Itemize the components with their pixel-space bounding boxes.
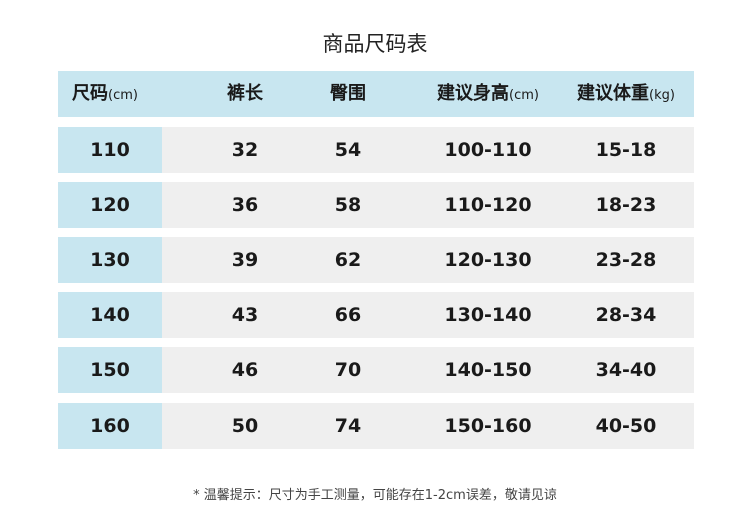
table-cell: 46 <box>231 359 259 381</box>
table-cell: 43 <box>231 304 259 326</box>
table-row: 120 36 58 110-120 18-23 <box>58 182 694 228</box>
table-cell: 70 <box>334 359 362 381</box>
table-cell: 15-18 <box>595 139 657 161</box>
header-unit: (kg) <box>649 88 675 103</box>
table-row: 140 43 66 130-140 28-34 <box>58 292 694 338</box>
table-cell: 120 <box>58 182 162 228</box>
header-unit: (cm) <box>509 88 539 103</box>
column-header: 建议体重(kg) <box>556 71 696 117</box>
table-cell: 150 <box>58 347 162 393</box>
table-cell: 50 <box>231 415 259 437</box>
header-label: 建议身高 <box>437 83 510 104</box>
table-cell: 34-40 <box>595 359 657 381</box>
table-cell: 62 <box>334 249 362 271</box>
column-header: 裤长 <box>195 71 295 117</box>
table-row: 130 39 62 120-130 23-28 <box>58 237 694 283</box>
table-cell: 74 <box>334 415 362 437</box>
table-cell: 140 <box>58 292 162 338</box>
table-cell: 66 <box>334 304 362 326</box>
page-title: 商品尺码表 <box>322 32 428 56</box>
table-cell: 28-34 <box>595 304 657 326</box>
table-cell: 120-130 <box>444 249 532 271</box>
header-label: 尺码 <box>72 83 108 104</box>
table-cell: 160 <box>58 403 162 449</box>
table-cell: 54 <box>334 139 362 161</box>
table-cell: 150-160 <box>444 415 532 437</box>
table-row: 150 46 70 140-150 34-40 <box>58 347 694 393</box>
table-cell: 18-23 <box>595 194 657 216</box>
table-cell: 100-110 <box>444 139 532 161</box>
table-cell: 36 <box>231 194 259 216</box>
table-header: 尺码(cm) 裤长 臀围 建议身高(cm) 建议体重(kg) <box>58 71 694 117</box>
table-cell: 110 <box>58 127 162 173</box>
table-cell: 58 <box>334 194 362 216</box>
size-note: * 温馨提示：尺寸为手工测量，可能存在1-2cm误差，敬请见谅 <box>193 488 557 503</box>
table-row: 160 50 74 150-160 40-50 <box>58 403 694 449</box>
header-label: 裤长 <box>227 83 263 104</box>
column-header: 尺码(cm) <box>58 71 192 117</box>
header-unit: (cm) <box>108 88 138 103</box>
table-cell: 40-50 <box>595 415 657 437</box>
column-header: 建议身高(cm) <box>418 71 558 117</box>
table-cell: 130-140 <box>444 304 532 326</box>
header-label: 建议体重 <box>577 83 650 104</box>
table-cell: 140-150 <box>444 359 532 381</box>
table-cell: 130 <box>58 237 162 283</box>
table-cell: 110-120 <box>444 194 532 216</box>
table-row: 110 32 54 100-110 15-18 <box>58 127 694 173</box>
table-cell: 39 <box>231 249 259 271</box>
table-cell: 32 <box>231 139 259 161</box>
header-label: 臀围 <box>330 83 366 104</box>
table-cell: 23-28 <box>595 249 657 271</box>
column-header: 臀围 <box>298 71 398 117</box>
